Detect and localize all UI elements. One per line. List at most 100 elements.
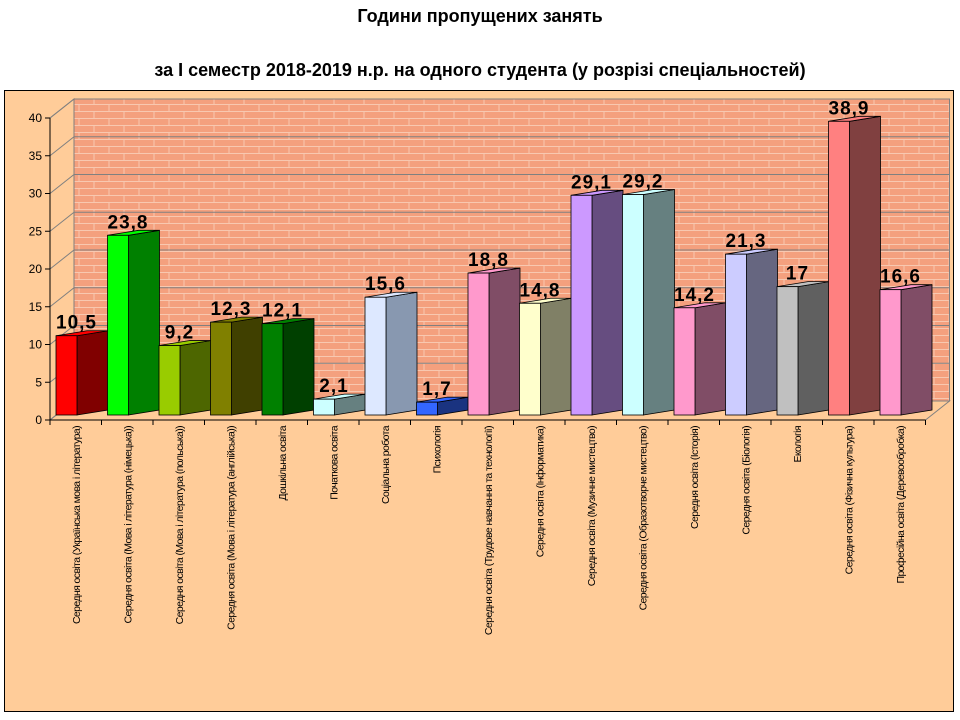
category-label: Середня освіта (Мова і література (німец…: [122, 426, 134, 624]
bar-side: [179, 340, 212, 416]
data-label: 38,9: [829, 98, 870, 119]
data-label: 23,8: [108, 212, 149, 233]
data-label: 15,6: [365, 274, 406, 295]
category-label: Середня освіта (Трудове навчання та техн…: [483, 426, 495, 635]
data-label: 9,2: [165, 323, 194, 344]
data-label: 2,1: [319, 376, 348, 397]
category-label: Екологія: [792, 426, 804, 462]
bar-front: [828, 120, 850, 416]
bar: [364, 291, 418, 416]
y-tick-label: 20: [29, 262, 43, 276]
bar-front: [467, 272, 490, 416]
bar: [776, 281, 830, 416]
data-label: 14,2: [674, 285, 715, 306]
y-tick-label: 25: [29, 224, 43, 238]
bar-front: [364, 296, 387, 416]
data-label: 12,3: [211, 299, 252, 320]
category-label: Середня освіта (Образотворче мистецтво): [637, 426, 649, 611]
data-label: 17: [786, 264, 809, 285]
category-label: Дошкільна освіта: [277, 425, 289, 500]
bar-side: [900, 284, 933, 416]
bar: [519, 297, 572, 416]
gridline: [49, 98, 950, 119]
y-tick-label: 40: [29, 111, 43, 125]
bar-side: [231, 316, 263, 416]
bar-side: [282, 318, 315, 416]
bar-side: [76, 330, 109, 416]
y-tick-label: 0: [35, 413, 42, 427]
bars: [55, 115, 933, 416]
bar-side: [385, 291, 418, 416]
category-label: Середня освіта (Українська мова і літера…: [71, 426, 83, 624]
chart-subtitle: за І семестр 2018-2019 н.р. на одного ст…: [154, 60, 806, 80]
bar-front: [622, 194, 644, 416]
bar-front: [879, 289, 902, 416]
bar-front: [158, 345, 181, 416]
bar: [570, 189, 624, 416]
gridline: [49, 174, 950, 194]
gridline: [49, 136, 950, 157]
data-label: 16,6: [880, 267, 921, 288]
bar-side: [746, 248, 778, 416]
bar-front: [313, 398, 335, 416]
data-label: 1,7: [422, 379, 451, 400]
chart-title: Години пропущених занять: [357, 6, 603, 26]
bar-front: [210, 321, 232, 416]
data-label: 29,2: [623, 172, 664, 193]
data-label: 10,5: [56, 313, 97, 334]
bar-side: [849, 115, 881, 416]
category-label: Професійна освіта (Деревообробка): [895, 426, 907, 584]
bar-side: [591, 189, 624, 416]
bar: [879, 284, 933, 416]
bar: [416, 396, 469, 416]
bar-front: [519, 302, 541, 416]
bar: [725, 248, 778, 416]
bar-front: [673, 307, 696, 416]
category-label: Середня освіта (Інформатика): [534, 426, 546, 557]
data-label: 18,8: [468, 250, 509, 271]
bar: [673, 302, 727, 416]
y-tick-label: 15: [29, 300, 43, 314]
bar-front: [261, 323, 284, 416]
bar: [467, 267, 521, 416]
category-label: Середня освіта (Мова і література (англі…: [225, 426, 237, 630]
category-label: Початкова освіта: [328, 425, 340, 500]
bar: [828, 115, 881, 416]
data-label: 14,8: [520, 280, 561, 301]
bar-side: [540, 297, 572, 416]
category-label: Соціальна робота: [380, 425, 392, 504]
bar: [622, 189, 675, 416]
bar-side: [643, 189, 675, 416]
bar: [55, 330, 109, 416]
category-labels: Середня освіта (Українська мова і літера…: [71, 425, 907, 635]
data-labels: 10,5 23,8 9,2 12,3 12,1 2,1 15,6 1,7 18,8 14,8 29,…: [56, 98, 921, 400]
chart-area: 0 5 10 15 20 25 30 35 40 10,5 23,8 9,2 12,3 12,1 2,1 1…: [4, 90, 954, 712]
bar-side: [128, 229, 160, 416]
bar-side: [797, 281, 830, 416]
y-tick-label: 5: [35, 375, 42, 389]
category-label: Середня освіта (Мова і література (польс…: [174, 426, 186, 624]
y-tick-label: 30: [29, 187, 43, 201]
y-tick-label: 35: [29, 149, 43, 163]
bar: [210, 316, 263, 416]
bar: [261, 318, 315, 416]
category-label: Середня освіта (Біологія): [740, 426, 752, 535]
bar-front: [776, 286, 799, 416]
bar-front: [107, 234, 129, 416]
category-label: Психологія: [431, 426, 443, 473]
data-label: 21,3: [726, 231, 767, 252]
bar-front: [55, 335, 78, 416]
bar: [107, 229, 160, 416]
bar: [158, 340, 212, 416]
bar-side: [694, 302, 727, 416]
category-label: Середня освіта (Музичне мистецтво): [586, 426, 598, 586]
y-tick-label: 10: [29, 338, 43, 352]
category-label: Середня освіта (Фізична культура): [843, 426, 855, 574]
data-label: 29,1: [571, 172, 612, 193]
bar-front: [725, 253, 747, 416]
category-label: Середня освіта (Історія): [689, 426, 701, 529]
data-label: 12,1: [262, 301, 303, 322]
bar-front: [416, 401, 438, 416]
bar-side: [488, 267, 521, 416]
